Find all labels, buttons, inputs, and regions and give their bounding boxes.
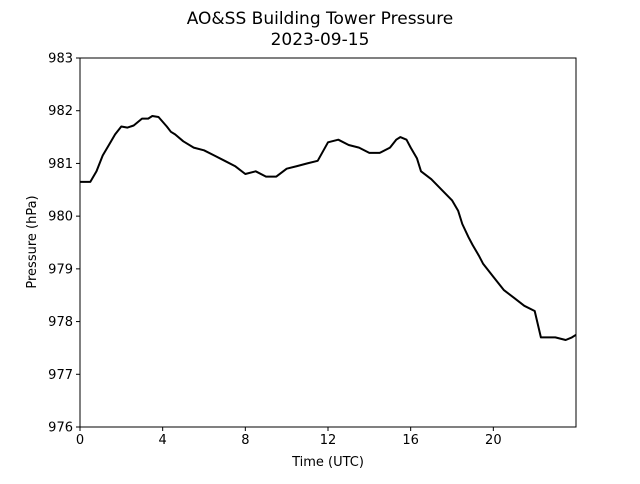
x-axis-label: Time (UTC): [291, 455, 364, 470]
series-line-0: [80, 115, 577, 341]
y-tick-label: 977: [48, 368, 73, 383]
y-tick-label: 979: [48, 262, 73, 277]
y-tick-label: 982: [48, 104, 73, 119]
y-axis-label: Pressure (hPa): [25, 195, 40, 288]
plot-area: 0 4 8 12 16 20 976 977 978 979 980 981 982 983: [48, 52, 577, 448]
y-tick-label: 976: [48, 421, 73, 436]
y-tick-label: 978: [48, 315, 73, 330]
x-tick-label: 20: [485, 433, 502, 448]
y-tick-label: 980: [48, 210, 73, 225]
y-tick-label: 981: [48, 157, 73, 172]
y-tick-label: 983: [48, 52, 73, 67]
chart-subtitle: 2023-09-15: [271, 30, 370, 50]
x-tick-label: 8: [241, 433, 249, 448]
x-tick-label: 12: [320, 433, 337, 448]
x-tick-label: 16: [402, 433, 419, 448]
chart-title: AO&SS Building Tower Pressure: [187, 9, 454, 29]
x-tick-label: 4: [159, 433, 167, 448]
x-tick-label: 0: [76, 433, 84, 448]
